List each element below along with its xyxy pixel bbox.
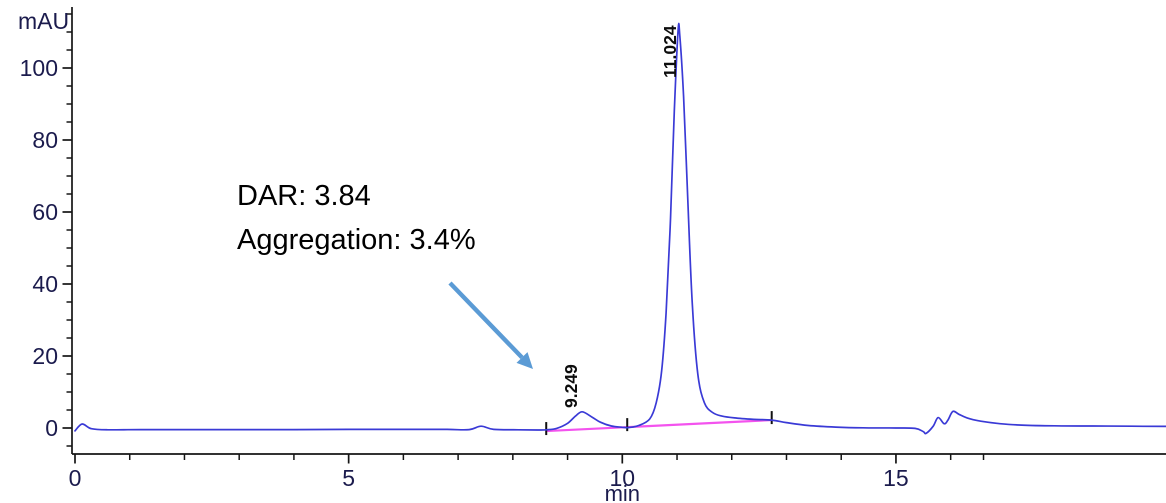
x-axis-unit-label: min — [605, 481, 640, 503]
y-tick-label: 40 — [32, 271, 58, 297]
x-tick-label: 15 — [883, 465, 909, 491]
annotation-callout: DAR: 3.84 Aggregation: 3.4% — [237, 174, 476, 262]
x-tick-label: 10 — [610, 465, 636, 491]
annotation-arrow-head — [516, 352, 533, 369]
annotation-arrow-shaft — [448, 281, 524, 360]
annotation-dar-text: DAR: 3.84 — [237, 180, 371, 212]
integration-baseline — [546, 418, 772, 433]
annotation-aggregation-text: Aggregation: 3.4% — [237, 224, 476, 256]
y-tick-label: 0 — [45, 415, 58, 441]
x-tick-label: 5 — [342, 465, 355, 491]
y-axis-unit-label: mAU — [18, 8, 69, 34]
peak-label-9.249: 9.249 — [561, 364, 581, 408]
y-tick-label: 20 — [32, 343, 58, 369]
x-tick-label: 0 — [69, 465, 82, 491]
y-tick-label: 80 — [32, 127, 58, 153]
peak-label-11.024: 11.024 — [660, 25, 680, 78]
y-tick-label: 100 — [20, 55, 58, 81]
y-tick-label: 60 — [32, 199, 58, 225]
uv-trace — [74, 22, 1166, 435]
